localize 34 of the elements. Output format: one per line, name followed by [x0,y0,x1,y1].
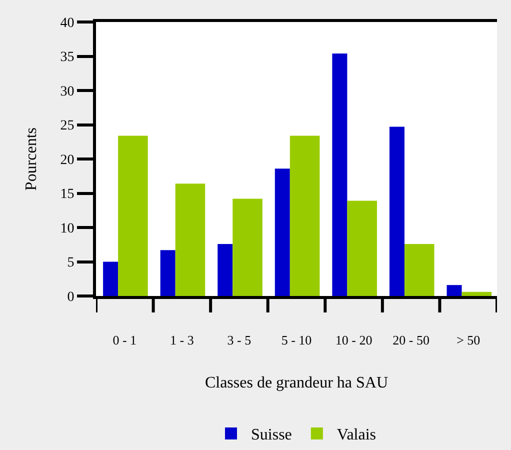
bar [160,250,176,296]
y-tick-label: 25 [60,118,74,134]
y-tick-label: 30 [60,84,74,100]
y-axis-title: Pourcents [23,127,40,191]
y-tick-label: 35 [60,50,74,66]
bar [404,244,434,296]
bar [332,54,348,296]
y-tick-label: 20 [60,152,74,168]
y-tick-label: 5 [67,256,74,271]
x-tick-label: 20 - 50 [392,332,430,348]
bar [462,292,492,296]
bar [347,200,377,296]
legend-label: Suisse [251,426,292,444]
bar [218,244,233,296]
x-tick-label: 5 - 10 [281,332,312,348]
bar [118,136,148,296]
y-tick-label: 15 [60,187,74,202]
y-tick-label: 0 [67,290,74,305]
bar [290,136,320,296]
y-tick-label: 10 [60,221,74,236]
bar [103,262,118,296]
x-tick-label: 10 - 20 [335,332,372,348]
bar [446,285,462,296]
x-tick-label: > 50 [456,332,480,348]
x-tick-label: 0 - 1 [112,332,137,348]
x-tick-label: 3 - 5 [227,332,252,348]
bar [389,126,404,296]
y-tick-label: 40 [60,16,74,31]
bar [232,198,262,296]
bar [175,184,206,296]
legend-label: Valais [336,426,376,444]
x-tick-label: 1 - 3 [170,332,194,348]
bar [274,168,290,296]
x-axis-title: Classes de grandeur ha SAU [204,374,388,392]
